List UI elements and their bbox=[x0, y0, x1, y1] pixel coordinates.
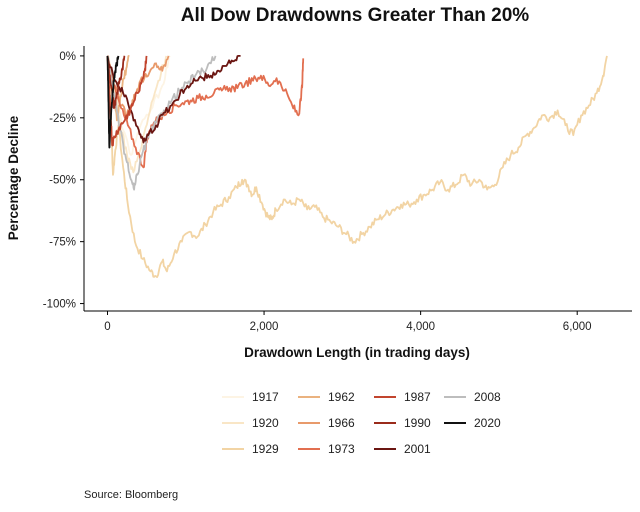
legend-label: 1917 bbox=[252, 390, 279, 404]
series-line-2008 bbox=[106, 55, 217, 191]
legend-item-1929: 1929 bbox=[222, 439, 279, 459]
y-tick-label: -25% bbox=[49, 113, 76, 125]
legend-item-2001: 2001 bbox=[374, 439, 431, 459]
x-tick-label: 0 bbox=[104, 321, 110, 333]
legend-swatch bbox=[444, 422, 466, 424]
x-tick-label: 6,000 bbox=[563, 321, 592, 333]
legend-label: 1929 bbox=[252, 442, 279, 456]
legend-item-1966: 1966 bbox=[298, 413, 355, 433]
chart-title: All Dow Drawdowns Greater Than 20% bbox=[180, 5, 530, 26]
source-note: Source: Bloomberg bbox=[84, 489, 179, 501]
legend-label: 2001 bbox=[404, 442, 431, 456]
legend-swatch bbox=[444, 396, 466, 398]
legend-item-1973: 1973 bbox=[298, 439, 355, 459]
legend-label: 1920 bbox=[252, 416, 279, 430]
series-line-2020 bbox=[106, 55, 120, 149]
y-axis-ticks: 0% -25% -50% -75% -100% bbox=[43, 51, 84, 311]
legend-label: 1990 bbox=[404, 416, 431, 430]
legend-swatch bbox=[298, 422, 320, 424]
legend-swatch bbox=[222, 396, 244, 398]
legend-item-1917: 1917 bbox=[222, 387, 279, 407]
legend-swatch bbox=[222, 422, 244, 424]
series-line-1929 bbox=[106, 55, 608, 278]
legend-item-2008: 2008 bbox=[444, 387, 501, 407]
y-tick-label: 0% bbox=[59, 51, 76, 63]
series-line-2001 bbox=[106, 55, 241, 144]
legend-item-1962: 1962 bbox=[298, 387, 355, 407]
legend-swatch bbox=[374, 396, 396, 398]
legend-label: 1973 bbox=[328, 442, 355, 456]
y-tick-label: -50% bbox=[49, 175, 76, 187]
legend-swatch bbox=[298, 448, 320, 450]
legend-swatch bbox=[374, 422, 396, 424]
legend-item-1987: 1987 bbox=[374, 387, 431, 407]
series-line-1973 bbox=[106, 55, 305, 169]
y-axis-title: Percentage Decline bbox=[6, 115, 21, 240]
legend-item-2020: 2020 bbox=[444, 413, 501, 433]
legend-label: 1966 bbox=[328, 416, 355, 430]
x-tick-label: 2,000 bbox=[250, 321, 279, 333]
legend-item-1920: 1920 bbox=[222, 413, 279, 433]
x-tick-label: 4,000 bbox=[406, 321, 435, 333]
legend-label: 1987 bbox=[404, 390, 431, 404]
x-axis-title: Drawdown Length (in trading days) bbox=[244, 345, 470, 360]
legend-swatch bbox=[374, 448, 396, 450]
legend: 1917 1920 1929 1962 1966 1973 1987 1990 2001 2008… bbox=[222, 387, 522, 467]
legend-item-1990: 1990 bbox=[374, 413, 431, 433]
series-lines bbox=[106, 55, 608, 278]
y-tick-label: -75% bbox=[49, 237, 76, 249]
legend-swatch bbox=[222, 448, 244, 450]
legend-label: 2008 bbox=[474, 390, 501, 404]
x-axis-ticks: 0 2,000 4,000 6,000 bbox=[104, 311, 592, 333]
series-line-1990 bbox=[106, 55, 126, 109]
legend-label: 2020 bbox=[474, 416, 501, 430]
y-tick-label: -100% bbox=[43, 299, 76, 311]
legend-label: 1962 bbox=[328, 390, 355, 404]
legend-swatch bbox=[298, 396, 320, 398]
